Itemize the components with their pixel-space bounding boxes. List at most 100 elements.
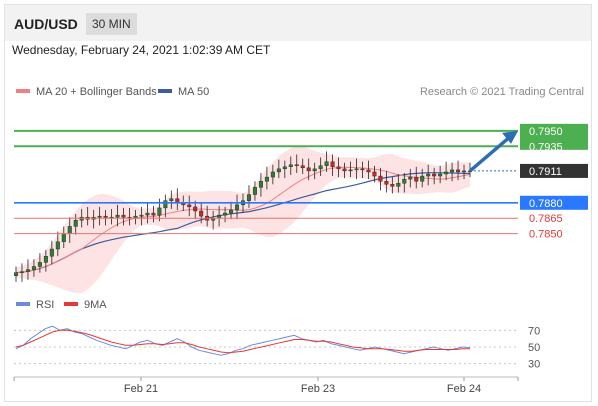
- candle: [390, 177, 395, 194]
- legend-rsi-label: RSI: [36, 299, 54, 311]
- candle: [336, 157, 341, 178]
- level-support-0.7850: 0.7850: [14, 229, 563, 241]
- candle: [288, 156, 293, 176]
- candle: [235, 194, 240, 220]
- candle: [264, 166, 269, 190]
- candle: [276, 159, 281, 179]
- candle: [37, 253, 42, 273]
- candle: [199, 202, 204, 224]
- candle: [414, 166, 419, 189]
- candle: [145, 202, 150, 224]
- candle: [450, 162, 455, 182]
- candle: [187, 195, 192, 217]
- legend-ma20-label: MA 20 + Bollinger Bands: [36, 86, 157, 98]
- candle: [163, 194, 168, 218]
- candle: [151, 205, 156, 223]
- main-legend: MA 20 + Bollinger Bands MA 50: [16, 86, 209, 98]
- rsi-tick-label: 70: [528, 325, 540, 337]
- price-levels: 0.7950 0.7935 0.7911 0.7880 0.7865 0.7850: [14, 123, 588, 241]
- candle: [324, 151, 329, 172]
- rsi-tick-label: 50: [528, 342, 540, 354]
- rsi-plot: 70 50 30: [14, 325, 540, 371]
- resistance-label: 0.7935: [529, 141, 563, 153]
- candle: [408, 168, 413, 188]
- candle: [139, 206, 144, 226]
- candle: [438, 165, 443, 184]
- candle: [354, 158, 359, 180]
- candle: [348, 161, 353, 178]
- pivot-label: 0.7880: [529, 198, 563, 210]
- candle: [31, 259, 36, 277]
- candle: [115, 204, 120, 227]
- price-plot: [14, 146, 472, 294]
- x-axis: Feb 21 Feb 23 Feb 24: [13, 377, 519, 395]
- level-current-0.7911: 0.7911: [470, 163, 588, 178]
- x-tick-label: Feb 24: [447, 383, 481, 395]
- candle: [384, 170, 389, 193]
- candle: [420, 168, 425, 188]
- x-tick-label: Feb 21: [124, 383, 158, 395]
- legend-9ma-label: 9MA: [84, 299, 107, 311]
- candle: [121, 207, 126, 226]
- candle: [294, 154, 299, 173]
- candle: [312, 162, 317, 180]
- candle: [444, 161, 449, 181]
- candle: [258, 172, 263, 197]
- candle: [330, 154, 335, 177]
- candle: [55, 231, 60, 257]
- symbol-title: AUD/USD: [14, 16, 78, 32]
- level-resistance-0.7950: 0.7950: [14, 123, 588, 150]
- candle: [432, 167, 437, 185]
- candle: [193, 200, 198, 220]
- candle: [342, 162, 347, 179]
- candle: [25, 259, 30, 280]
- level-resistance-0.7935: 0.7935: [14, 141, 563, 153]
- bollinger-band: [16, 146, 470, 294]
- candle: [318, 157, 323, 177]
- candle: [396, 174, 401, 193]
- level-pivot-0.7880: 0.7880: [14, 195, 588, 210]
- rsi-tick-label: 30: [528, 359, 540, 371]
- candle: [300, 158, 305, 174]
- x-tick-label: Feb 23: [301, 383, 335, 395]
- candle: [270, 164, 275, 185]
- rsi-legend: RSI 9MA: [16, 299, 107, 311]
- legend-swatch-9ma: [64, 302, 78, 306]
- candle: [252, 181, 257, 201]
- candle: [223, 206, 228, 223]
- candle: [14, 266, 18, 282]
- rsi-9ma-line: [15, 329, 470, 354]
- candle: [378, 167, 383, 191]
- current-price-label: 0.7911: [529, 166, 562, 178]
- level-support-0.7865: 0.7865: [14, 213, 563, 225]
- candle: [306, 158, 311, 181]
- candle: [73, 214, 78, 235]
- candle: [372, 165, 377, 183]
- rsi-line: [15, 325, 471, 356]
- candle: [456, 160, 461, 181]
- support-label: 0.7850: [529, 229, 563, 241]
- candle: [169, 190, 174, 209]
- candle: [366, 160, 371, 180]
- candle: [282, 160, 287, 179]
- candle: [97, 206, 102, 226]
- legend-swatch-ma50: [158, 89, 172, 93]
- candle: [229, 201, 234, 220]
- legend-swatch-rsi: [16, 302, 30, 306]
- candle: [360, 161, 365, 179]
- candle: [43, 250, 48, 272]
- timeframe-button[interactable]: 30 MIN: [86, 13, 137, 35]
- candle: [19, 263, 24, 282]
- research-credit: Research © 2021 Trading Central: [420, 86, 584, 98]
- support-label: 0.7865: [529, 213, 563, 225]
- candle: [462, 164, 467, 180]
- legend-swatch-ma20: [16, 89, 30, 93]
- datetime-label: Wednesday, February 24, 2021 1:02:39 AM …: [12, 43, 271, 57]
- resistance-label: 0.7950: [529, 126, 563, 138]
- candle: [426, 164, 431, 186]
- candle: [246, 185, 251, 208]
- candle: [402, 172, 407, 193]
- header-bar: AUD/USD 30 MIN: [5, 5, 591, 41]
- forecast-arrow: [468, 130, 518, 173]
